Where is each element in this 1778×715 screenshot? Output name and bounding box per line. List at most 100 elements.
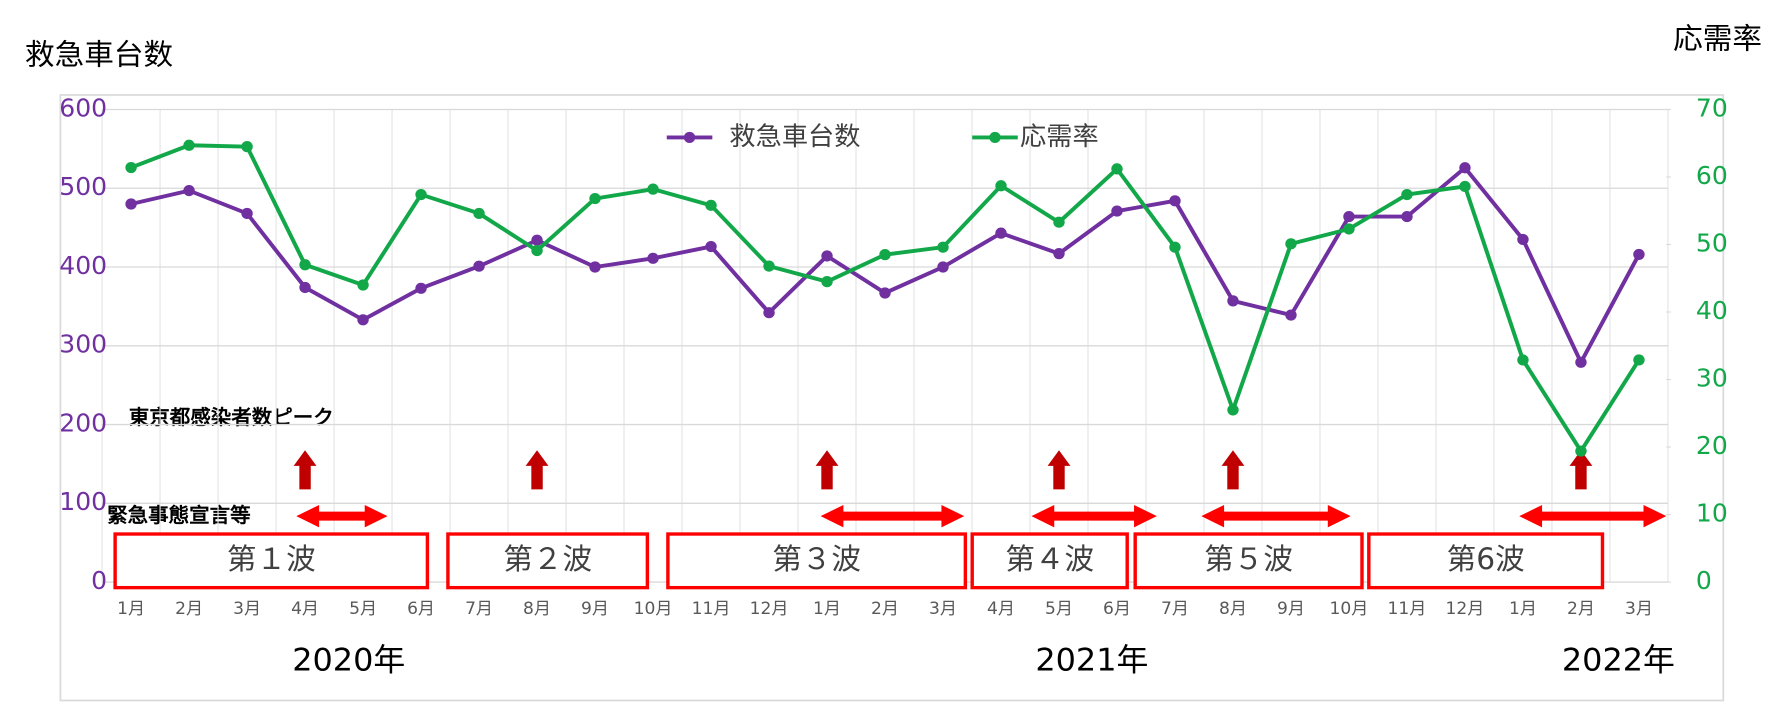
point [473, 207, 485, 220]
x-tick-label: 1月 [117, 598, 145, 618]
point [1517, 233, 1529, 246]
point [1401, 211, 1413, 223]
point [1459, 162, 1471, 174]
year-label: 2020年 [292, 643, 405, 679]
point [125, 198, 137, 210]
point [1053, 216, 1065, 228]
point [357, 314, 369, 326]
y2-tick-label: 10 [1696, 499, 1728, 528]
y-tick-label: 600 [59, 94, 107, 123]
point [125, 161, 137, 174]
x-tick-label: 8月 [523, 598, 551, 618]
point [531, 234, 543, 246]
legend-marker [683, 131, 696, 143]
legend-label: 救急車台数 [729, 122, 860, 152]
y-tick-label: 0 [91, 566, 107, 595]
point [647, 252, 659, 264]
point [299, 259, 311, 271]
point [763, 307, 775, 319]
y-title: 救急車台数 [25, 38, 173, 72]
point [1053, 248, 1065, 260]
x-tick-label: 4月 [291, 598, 319, 618]
peak-arrow [1221, 450, 1245, 490]
y2-tick-label: 30 [1696, 364, 1728, 393]
point [183, 185, 195, 197]
emergency-arrow [1031, 504, 1157, 528]
wave-box [1367, 532, 1605, 590]
y2-tick-label: 0 [1696, 566, 1712, 595]
x-tick-label: 12月 [750, 598, 789, 618]
point [415, 188, 427, 201]
emergency-arrow [1201, 504, 1351, 528]
wave-box [113, 532, 430, 590]
point [879, 287, 891, 299]
legend-label: 応需率 [1020, 122, 1099, 152]
wave-label: 第１波 [227, 543, 316, 577]
x-tick-label: 9月 [581, 598, 609, 618]
point [473, 260, 485, 272]
legend-marker [989, 131, 1001, 143]
x-tick-label: 6月 [407, 598, 435, 618]
point [1633, 354, 1645, 366]
point [299, 281, 311, 294]
point [1111, 163, 1123, 175]
wave-label: 第５波 [1204, 543, 1293, 577]
x-tick-label: 11月 [692, 598, 731, 618]
point [415, 282, 427, 294]
y-tick-label: 100 [59, 487, 107, 516]
point [1169, 195, 1181, 207]
x-tick-label: 7月 [1161, 598, 1189, 618]
point [589, 261, 601, 273]
x-tick-label: 10月 [1330, 598, 1369, 618]
point [705, 199, 717, 211]
y-tick-label: 500 [59, 172, 107, 201]
point [1517, 354, 1529, 366]
x-tick-label: 3月 [233, 598, 261, 618]
year-label: 2021年 [1035, 643, 1148, 679]
x-tick-label: 7月 [465, 598, 493, 618]
wave-label: 第6波 [1447, 543, 1525, 577]
point [183, 139, 195, 151]
point [995, 180, 1007, 192]
y2-tick-label: 20 [1696, 431, 1728, 460]
year-label: 2022年 [1562, 643, 1675, 679]
peak-arrow [525, 450, 549, 490]
emergency-arrow [1519, 504, 1667, 528]
y2-tick-label: 40 [1696, 296, 1728, 325]
point [937, 241, 949, 253]
y2-tick-label: 70 [1696, 94, 1728, 123]
y-tick-label: 300 [59, 330, 107, 359]
wave-label: 第２波 [503, 543, 592, 577]
point [531, 244, 543, 257]
x-tick-label: 11月 [1388, 598, 1427, 618]
point [241, 141, 253, 153]
point [821, 250, 833, 262]
point [705, 240, 717, 253]
y2-tick-label: 50 [1696, 229, 1728, 258]
wave-box [446, 532, 650, 590]
point [1111, 205, 1123, 217]
x-tick-label: 9月 [1277, 598, 1305, 618]
wave-box [666, 532, 968, 590]
peak-arrow [293, 450, 317, 490]
point [589, 193, 601, 205]
point [1285, 309, 1297, 321]
wave-box [1133, 532, 1364, 590]
x-tick-label: 5月 [1045, 598, 1073, 618]
annotation: 緊急事態宣言等 [107, 503, 250, 527]
point [1401, 188, 1413, 201]
y-tick-label: 400 [59, 251, 107, 280]
point [1169, 241, 1181, 253]
x-tick-label: 3月 [1625, 598, 1653, 618]
y2-tick-label: 60 [1696, 161, 1728, 190]
point [1575, 445, 1587, 457]
frame [59, 94, 1725, 702]
peak-arrow [1047, 450, 1071, 490]
point [763, 260, 775, 272]
x-tick-label: 8月 [1219, 598, 1247, 618]
x-tick-label: 2月 [175, 598, 203, 618]
peak-arrow [815, 450, 839, 490]
y2-title: 応需率 [1673, 22, 1762, 56]
